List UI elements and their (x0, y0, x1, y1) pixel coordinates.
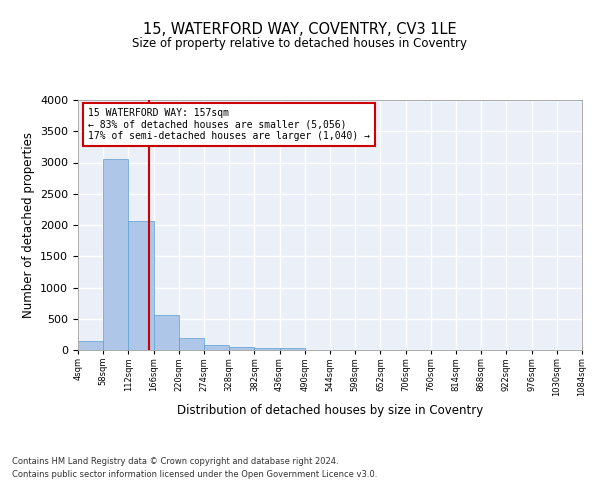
X-axis label: Distribution of detached houses by size in Coventry: Distribution of detached houses by size … (177, 404, 483, 417)
Bar (204, 346, 229, 350)
Text: Contains public sector information licensed under the Open Government Licence v3: Contains public sector information licen… (12, 470, 377, 479)
Text: Size of property relative to detached houses in Coventry: Size of property relative to detached ho… (133, 38, 467, 51)
Bar (254, 348, 280, 350)
Text: 15 WATERFORD WAY: 157sqm
← 83% of detached houses are smaller (5,056)
17% of sem: 15 WATERFORD WAY: 157sqm ← 83% of detach… (88, 108, 370, 140)
Bar (78, 341, 103, 350)
Bar (179, 338, 204, 350)
Text: Contains HM Land Registry data © Crown copyright and database right 2024.: Contains HM Land Registry data © Crown c… (12, 458, 338, 466)
Bar (128, 221, 154, 350)
Y-axis label: Number of detached properties: Number of detached properties (22, 132, 35, 318)
Bar (229, 346, 254, 350)
Bar (103, 159, 128, 350)
Bar (280, 348, 305, 350)
Text: 15, WATERFORD WAY, COVENTRY, CV3 1LE: 15, WATERFORD WAY, COVENTRY, CV3 1LE (143, 22, 457, 38)
Bar (154, 315, 179, 350)
